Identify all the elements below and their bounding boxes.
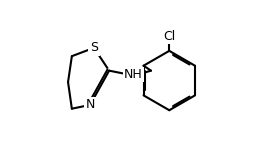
Text: N: N xyxy=(85,98,95,111)
Text: S: S xyxy=(90,41,98,54)
Text: NH: NH xyxy=(124,68,143,81)
Text: Cl: Cl xyxy=(163,30,175,43)
